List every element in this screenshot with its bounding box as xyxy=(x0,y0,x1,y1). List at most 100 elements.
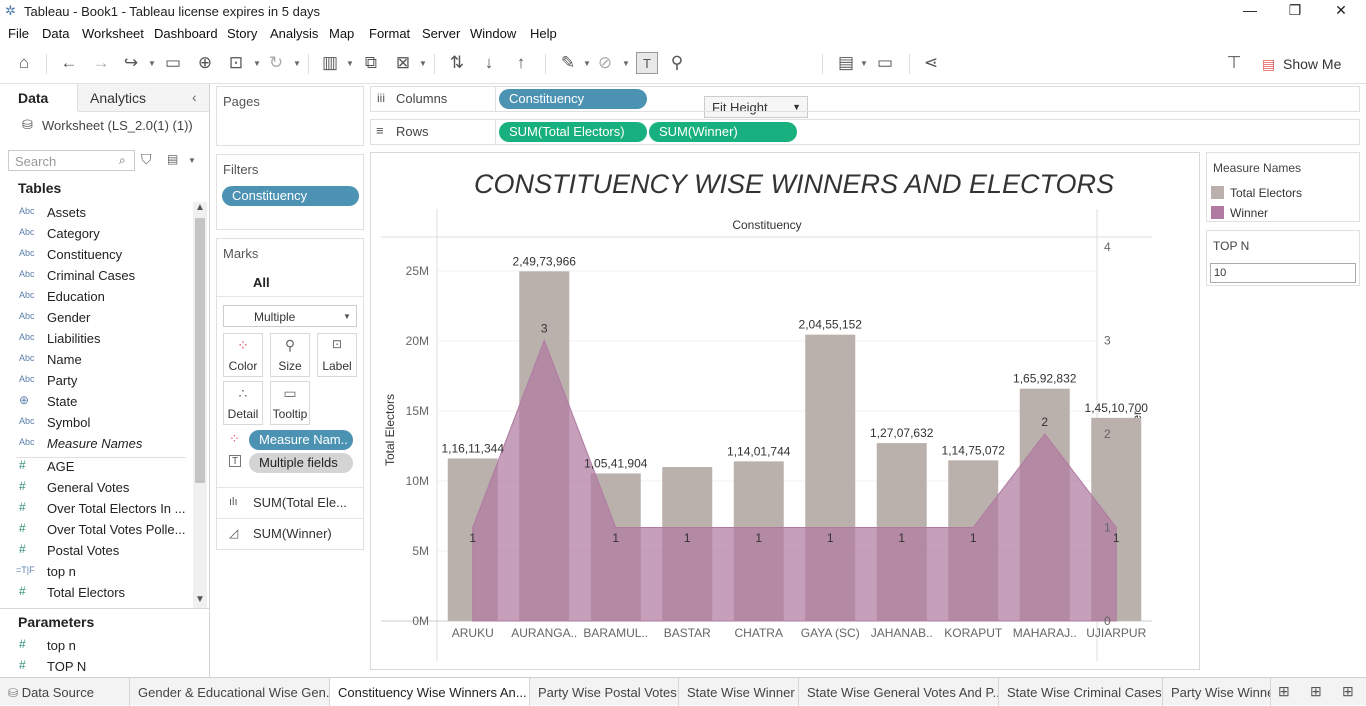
parameter-item[interactable]: # TOP N xyxy=(0,656,190,677)
menu-analysis[interactable]: Analysis xyxy=(270,26,319,41)
swap-rows-columns-icon[interactable]: ⇅ xyxy=(449,53,465,72)
show-me-icon[interactable]: ▤ xyxy=(1262,56,1276,72)
field-item[interactable]: Abc Assets xyxy=(0,202,190,223)
topn-input[interactable] xyxy=(1210,263,1356,283)
marks-card-total-electors[interactable]: ılı SUM(Total Ele... xyxy=(217,487,363,517)
replay-icon[interactable]: ↪ xyxy=(123,53,139,72)
field-item[interactable]: Abc Criminal Cases xyxy=(0,265,190,286)
menu-map[interactable]: Map xyxy=(329,26,355,41)
duplicate-sheet-icon[interactable]: ⧉ xyxy=(364,53,378,72)
field-item[interactable]: Abc Liabilities xyxy=(0,328,190,349)
field-item[interactable]: # General Votes xyxy=(0,477,190,498)
field-item[interactable]: Abc Measure Names xyxy=(0,433,190,454)
clear-sheet-icon[interactable]: ⊠ xyxy=(395,53,411,72)
rows-pill-total-electors[interactable]: SUM(Total Electors) xyxy=(499,122,647,142)
tab-sheet-3[interactable]: Party Wise Postal Votes xyxy=(530,678,679,706)
measure-names-pill[interactable]: Measure Nam.. xyxy=(249,430,353,450)
cards-dropdown-icon[interactable]: ▼ xyxy=(860,59,868,68)
field-list-scrollbar[interactable]: ▲ ▼ xyxy=(193,202,207,608)
menu-story[interactable]: Story xyxy=(227,26,258,41)
format-workbook-icon[interactable]: ⊤ xyxy=(1226,53,1242,72)
menu-dashboard[interactable]: Dashboard xyxy=(154,26,218,41)
datasource-name[interactable]: Worksheet (LS_2.0(1) (1)) xyxy=(42,118,193,133)
new-worksheet-icon[interactable]: ▥ xyxy=(321,53,339,72)
field-item[interactable]: ⊕ State xyxy=(0,391,190,412)
scroll-up-icon[interactable]: ▲ xyxy=(195,202,205,213)
tab-sheet-6[interactable]: State Wise Criminal Cases xyxy=(999,678,1163,706)
show-cards-icon[interactable]: ▤ xyxy=(837,53,855,72)
label-button[interactable]: ⊡ Label xyxy=(317,333,357,377)
tooltip-button[interactable]: ▭ Tooltip xyxy=(270,381,310,425)
columns-pill-constituency[interactable]: Constituency xyxy=(499,89,647,109)
show-labels-icon[interactable]: T xyxy=(636,52,658,74)
save-icon[interactable]: ▭ xyxy=(164,53,182,72)
rows-pill-winner[interactable]: SUM(Winner) xyxy=(649,122,797,142)
field-item[interactable]: Abc Symbol xyxy=(0,412,190,433)
sort-descending-icon[interactable]: ↑ xyxy=(516,53,526,72)
undo-icon[interactable]: ← xyxy=(60,53,78,72)
pause-updates-icon[interactable]: ⊡ xyxy=(228,53,244,72)
restore-icon[interactable]: ❐ xyxy=(1288,2,1302,18)
tab-sheet-1[interactable]: Gender & Educational Wise Gen... xyxy=(130,678,330,706)
field-item[interactable]: Abc Constituency xyxy=(0,244,190,265)
pages-shelf[interactable]: Pages xyxy=(216,86,364,146)
detail-button[interactable]: ∴ Detail xyxy=(223,381,263,425)
field-item[interactable]: =T|F top n xyxy=(0,561,190,582)
menu-worksheet[interactable]: Worksheet xyxy=(82,26,144,41)
field-item[interactable]: Abc Category xyxy=(0,223,190,244)
tab-sheet-7[interactable]: Party Wise Winner xyxy=(1163,678,1271,706)
menu-format[interactable]: Format xyxy=(369,26,411,41)
field-item[interactable]: # Postal Votes xyxy=(0,540,190,561)
redo-icon[interactable]: → xyxy=(92,53,110,72)
tab-data-source[interactable]: ⛁ Data Source xyxy=(0,678,130,706)
new-datasource-icon[interactable]: ⊕ xyxy=(197,53,213,72)
replay-dropdown-icon[interactable]: ▼ xyxy=(148,59,156,68)
tab-analytics[interactable]: Analytics ‹ xyxy=(78,84,209,112)
presentation-mode-icon[interactable]: ▭ xyxy=(876,53,894,72)
rows-shelf[interactable]: ≡ Rows SUM(Total Electors) SUM(Winner) xyxy=(370,119,1360,145)
new-worksheet-dropdown-icon[interactable]: ▼ xyxy=(346,59,354,68)
field-item[interactable]: # Over Total Votes Polle... xyxy=(0,519,190,540)
legend-item-total-electors[interactable]: Total Electors xyxy=(1211,185,1351,203)
filters-shelf[interactable]: Filters Constituency xyxy=(216,154,364,230)
marks-card-winner[interactable]: ◿ SUM(Winner) xyxy=(217,518,363,548)
refresh-icon[interactable]: ↻ xyxy=(268,53,284,72)
field-item[interactable]: Abc Education xyxy=(0,286,190,307)
share-icon[interactable]: ⋖ xyxy=(923,53,939,72)
legend-item-winner[interactable]: Winner xyxy=(1211,205,1351,223)
clear-dropdown-icon[interactable]: ▼ xyxy=(419,59,427,68)
pause-dropdown-icon[interactable]: ▼ xyxy=(253,59,261,68)
collapse-pane-icon[interactable]: ‹ xyxy=(192,89,197,105)
mark-type-select[interactable]: Multiple ▼ xyxy=(223,305,357,327)
menu-server[interactable]: Server xyxy=(422,26,461,41)
tab-data[interactable]: Data xyxy=(0,84,78,112)
menu-file[interactable]: File xyxy=(8,26,29,41)
scroll-thumb[interactable] xyxy=(195,218,205,483)
tab-sheet-5[interactable]: State Wise General Votes And P... xyxy=(799,678,999,706)
new-dashboard-tab-icon[interactable]: ⊞ xyxy=(1310,683,1322,699)
size-button[interactable]: ⚲ Size xyxy=(270,333,310,377)
chart-svg[interactable]: CONSTITUENCY WISE WINNERS AND ELECTORS C… xyxy=(371,153,1199,669)
scroll-down-icon[interactable]: ▼ xyxy=(195,594,205,605)
field-item[interactable]: Abc Name xyxy=(0,349,190,370)
parameter-item[interactable]: # top n xyxy=(0,635,190,656)
group-icon[interactable]: ⊘ xyxy=(597,53,613,72)
field-item[interactable]: Abc Gender xyxy=(0,307,190,328)
refresh-dropdown-icon[interactable]: ▼ xyxy=(293,59,301,68)
close-icon[interactable]: ✕ xyxy=(1335,2,1347,18)
filter-icon[interactable]: ⛉ xyxy=(141,151,152,167)
new-story-tab-icon[interactable]: ⊞ xyxy=(1342,683,1354,699)
group-dropdown-icon[interactable]: ▼ xyxy=(622,59,630,68)
show-me-button[interactable]: Show Me xyxy=(1283,56,1342,72)
fix-axes-icon[interactable]: ⚲ xyxy=(670,53,684,72)
view-options-dropdown-icon[interactable]: ▼ xyxy=(188,156,196,165)
sort-ascending-icon[interactable]: ↓ xyxy=(484,53,494,72)
filter-pill-constituency[interactable]: Constituency xyxy=(222,186,359,206)
minimize-icon[interactable]: — xyxy=(1243,2,1257,18)
tab-sheet-4[interactable]: State Wise Winner xyxy=(679,678,799,706)
highlight-icon[interactable]: ✎ xyxy=(560,53,576,72)
menu-data[interactable]: Data xyxy=(42,26,70,41)
menu-help[interactable]: Help xyxy=(530,26,557,41)
field-item[interactable]: # Over Total Electors In ... xyxy=(0,498,190,519)
marks-all-tab[interactable]: All xyxy=(217,269,363,297)
